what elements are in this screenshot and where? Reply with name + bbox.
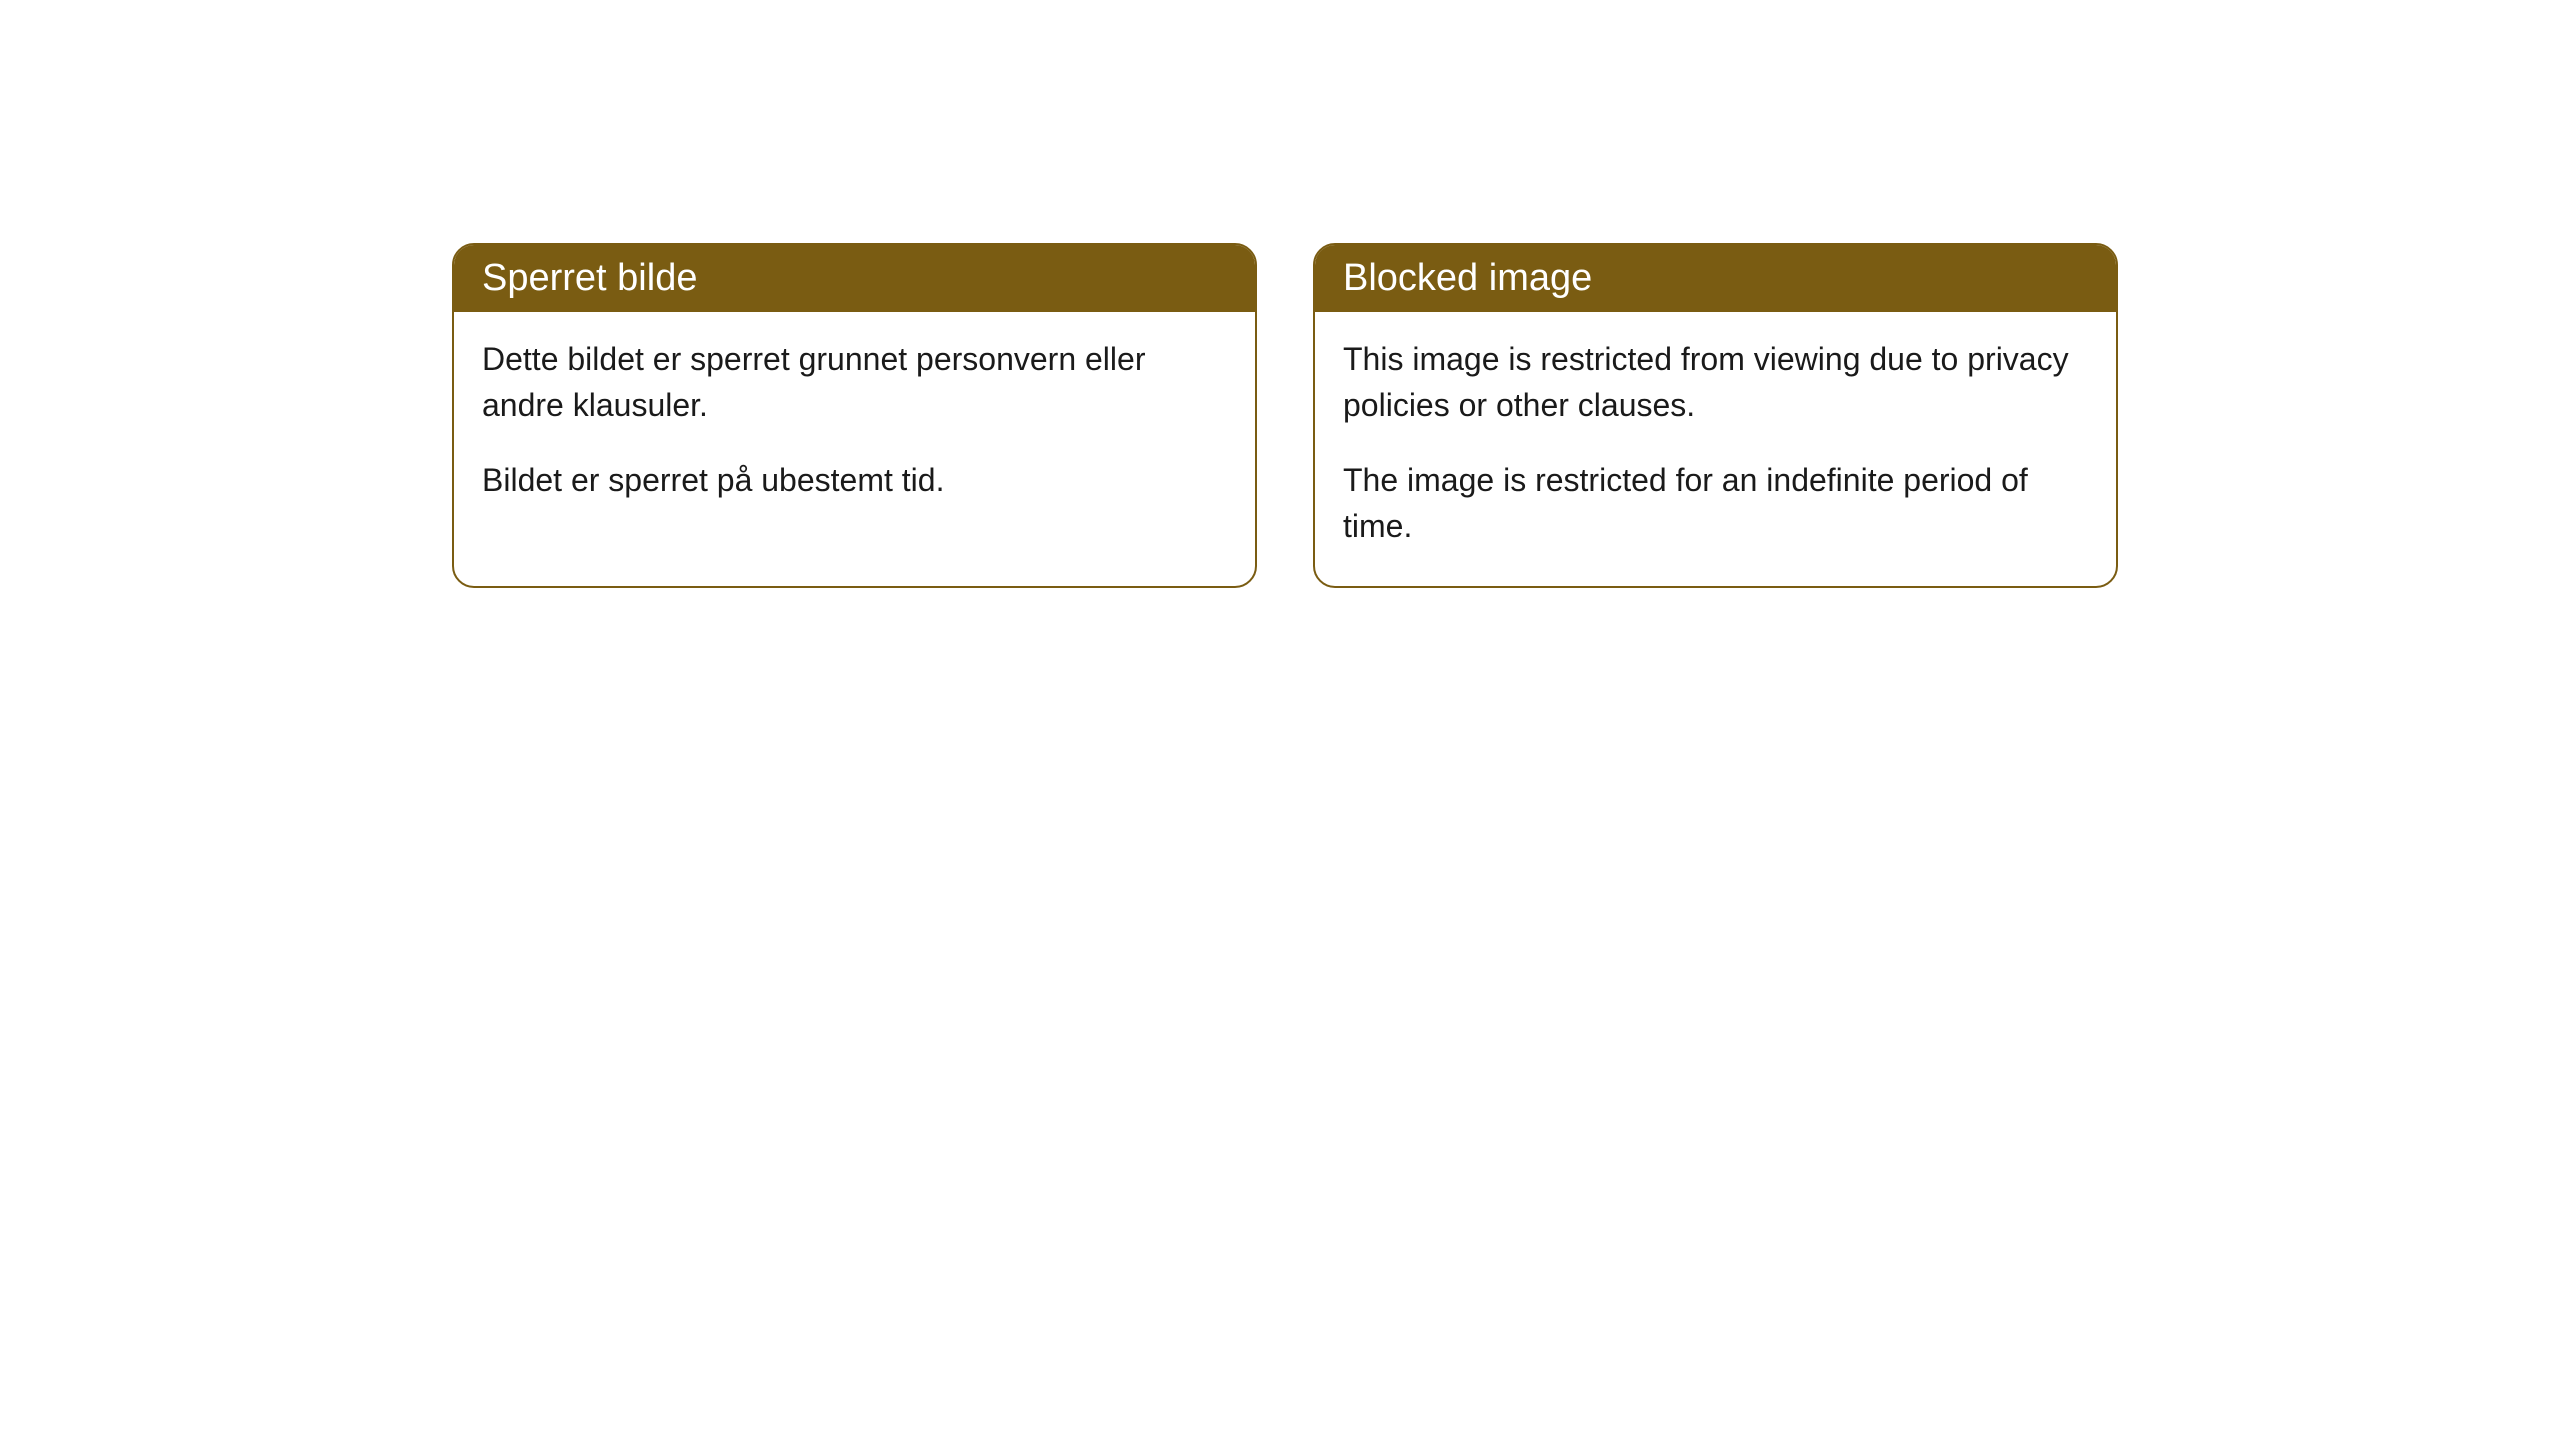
blocked-image-card-norwegian: Sperret bilde Dette bildet er sperret gr… [452,243,1257,588]
cards-container: Sperret bilde Dette bildet er sperret gr… [0,0,2560,588]
card-title: Sperret bilde [482,257,697,299]
card-paragraph: The image is restricted for an indefinit… [1343,457,2088,550]
card-title: Blocked image [1343,257,1592,299]
card-paragraph: Dette bildet er sperret grunnet personve… [482,336,1227,429]
card-body: Dette bildet er sperret grunnet personve… [454,312,1255,539]
card-header: Sperret bilde [454,245,1255,312]
blocked-image-card-english: Blocked image This image is restricted f… [1313,243,2118,588]
card-paragraph: Bildet er sperret på ubestemt tid. [482,457,1227,503]
card-body: This image is restricted from viewing du… [1315,312,2116,586]
card-header: Blocked image [1315,245,2116,312]
card-paragraph: This image is restricted from viewing du… [1343,336,2088,429]
